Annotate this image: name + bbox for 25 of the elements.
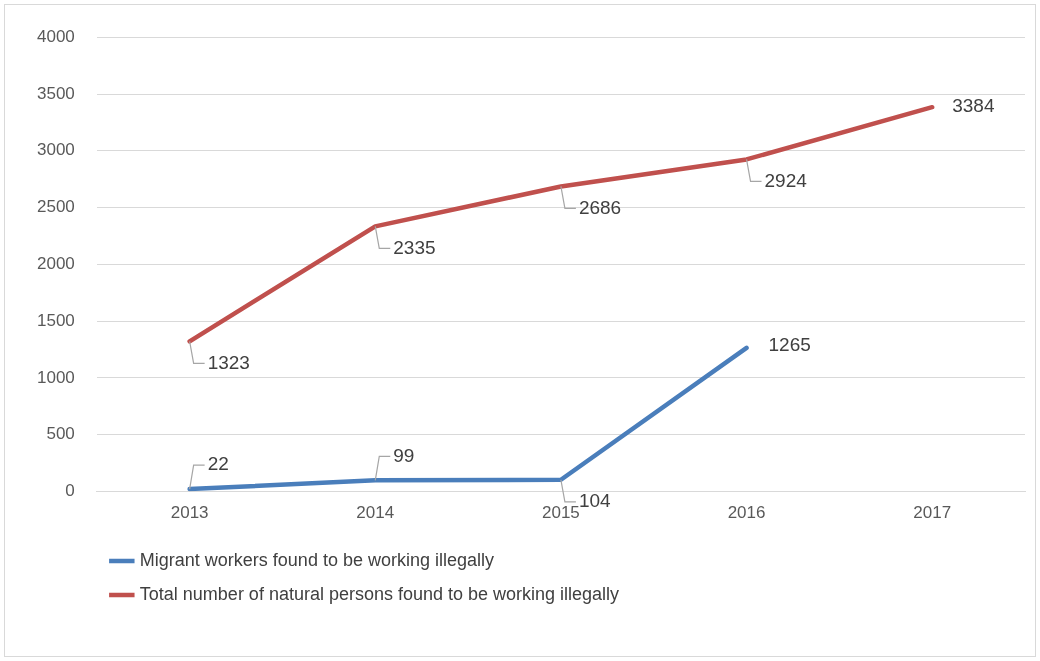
x-tick-label: 2013 <box>170 503 209 523</box>
y-tick-label: 3500 <box>36 83 75 103</box>
x-tick-label: 2015 <box>542 503 580 523</box>
data-label: 1323 <box>207 351 250 373</box>
x-tick-label: 2014 <box>356 503 395 523</box>
data-label: 2686 <box>578 196 622 218</box>
y-tick-label: 500 <box>46 424 75 444</box>
x-tick-label: 2017 <box>913 503 952 523</box>
y-tick-label: 2000 <box>36 254 75 274</box>
data-label: 1265 <box>768 334 811 356</box>
data-label: 3384 <box>952 95 995 117</box>
y-tick-label: 4000 <box>36 26 75 46</box>
legend-label: Total number of natural persons found to be working illegally <box>139 583 620 604</box>
data-label: 99 <box>393 444 415 466</box>
data-label: 2335 <box>393 236 436 258</box>
y-tick-label: 2500 <box>36 197 75 217</box>
legend-label: Migrant workers found to be working illegally <box>139 549 494 570</box>
data-label: 104 <box>578 490 612 512</box>
y-tick-label: 3000 <box>36 140 75 160</box>
x-tick-label: 2016 <box>727 503 766 523</box>
y-tick-label: 1000 <box>36 367 75 387</box>
y-tick-label: 0 <box>65 481 75 501</box>
data-label: 2924 <box>764 169 808 191</box>
data-label: 22 <box>207 453 229 475</box>
y-tick-label: 1500 <box>36 310 75 330</box>
